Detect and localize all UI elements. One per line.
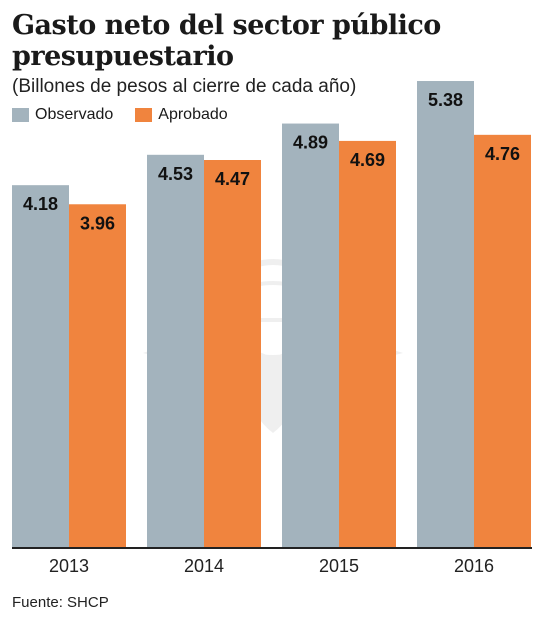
chart-title: Gasto neto del sector público presupuest… (12, 10, 441, 72)
legend-swatch-aprobado (135, 108, 153, 122)
data-label-observado-2014: 4.53 (158, 164, 193, 184)
bar-aprobado-2014 (204, 160, 261, 548)
bar-aprobado-2015 (339, 140, 396, 548)
data-label-aprobado-2013: 3.96 (80, 213, 115, 233)
x-tick-label-2016: 2016 (454, 556, 494, 576)
legend-swatch-observado (12, 108, 29, 122)
data-label-observado-2015: 4.89 (293, 133, 328, 153)
bar-observado-2013 (12, 185, 69, 548)
legend-label-aprobado: Aprobado (158, 106, 228, 123)
bar-aprobado-2013 (69, 204, 126, 548)
chart-subtitle: (Billones de pesos al cierre de cada año… (12, 76, 357, 97)
bar-observado-2015 (282, 123, 339, 548)
legend: Observado Aprobado (12, 106, 250, 124)
legend-item-observado: Observado (12, 106, 113, 124)
source-note: Fuente: SHCP (12, 594, 109, 611)
bar-observado-2014 (147, 154, 204, 548)
data-label-aprobado-2014: 4.47 (215, 169, 250, 189)
bar-observado-2016 (417, 81, 474, 549)
data-label-aprobado-2015: 4.69 (350, 150, 385, 170)
data-label-observado-2013: 4.18 (23, 194, 58, 214)
data-label-aprobado-2016: 4.76 (485, 144, 520, 164)
x-tick-label-2015: 2015 (319, 556, 359, 576)
legend-item-aprobado: Aprobado (135, 106, 228, 124)
x-tick-label-2014: 2014 (184, 556, 224, 576)
x-tick-label-2013: 2013 (49, 556, 89, 576)
bar-aprobado-2016 (474, 134, 531, 548)
legend-label-observado: Observado (35, 106, 114, 123)
data-label-observado-2016: 5.38 (428, 90, 463, 110)
